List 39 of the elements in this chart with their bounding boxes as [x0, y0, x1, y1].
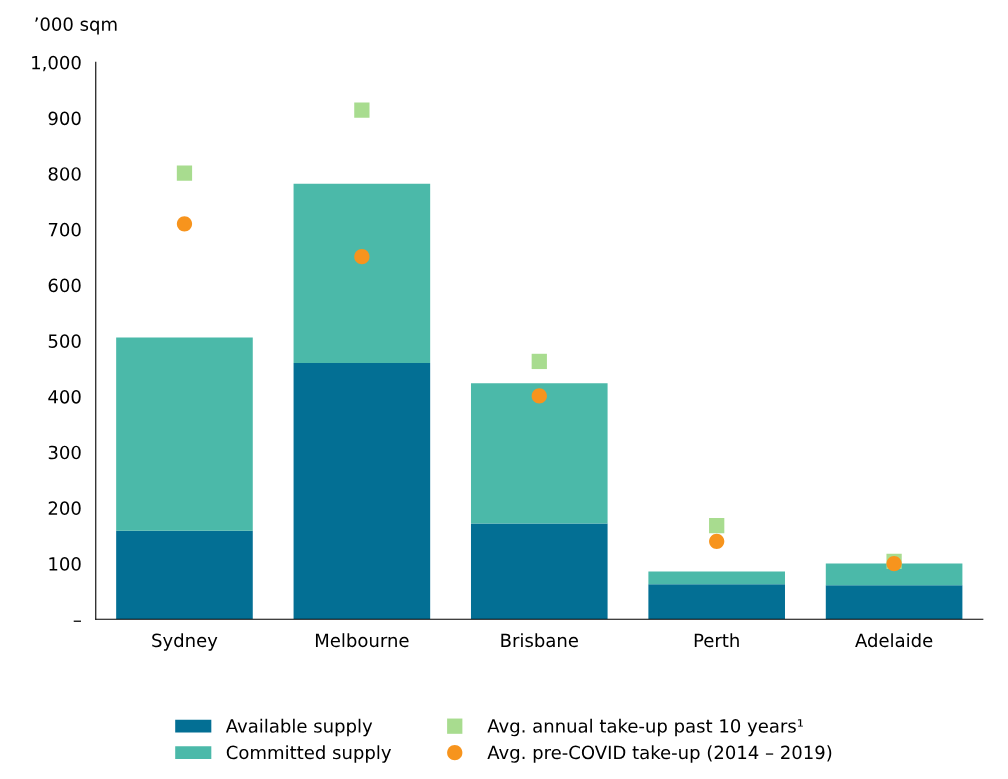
bar: [825, 585, 963, 620]
bar: [116, 337, 253, 531]
y-tick-label: 200: [48, 501, 81, 516]
point: [709, 518, 725, 534]
bar: [648, 584, 785, 620]
y-tick-label: 500: [48, 334, 81, 348]
x-tick-label: Adelaide: [855, 633, 933, 648]
point: [176, 216, 193, 232]
y-tick-label: 700: [48, 222, 81, 237]
legend-label: Committed supply: [226, 745, 392, 763]
y-tick-label: 1,000: [32, 55, 81, 72]
point: [354, 102, 370, 118]
bar: [116, 530, 253, 620]
y-tick-label: 100: [49, 557, 81, 571]
y-tick-label: 900: [48, 111, 81, 126]
y-tick-label: 800: [48, 167, 81, 181]
y-tick-label: –: [73, 620, 81, 622]
x-tick-label: Brisbane: [501, 633, 578, 648]
point: [354, 249, 370, 265]
y-tick-label: 600: [48, 278, 81, 293]
y-axis-title: ’000 sqm: [35, 17, 117, 35]
point: [176, 165, 193, 181]
y-tick-label: 300: [48, 445, 81, 460]
point: [709, 533, 725, 549]
bar: [470, 383, 608, 524]
bar: [470, 523, 608, 620]
point: [531, 388, 547, 404]
bar: [648, 571, 785, 585]
legend-label: Avg. pre-COVID take-up (2014 – 2019): [487, 745, 832, 763]
x-tick-label: Perth: [694, 633, 739, 648]
x-tick-label: Melbourne: [315, 633, 409, 648]
y-tick-label: 400: [48, 389, 81, 404]
bar: [293, 363, 431, 620]
bar: [825, 563, 963, 586]
legend-label: Available supply: [225, 718, 373, 737]
point: [531, 353, 547, 370]
legend-label: Avg. annual take-up past 10 years¹: [487, 718, 803, 737]
x-tick-label: Sydney: [152, 633, 218, 651]
bar: [293, 183, 431, 364]
